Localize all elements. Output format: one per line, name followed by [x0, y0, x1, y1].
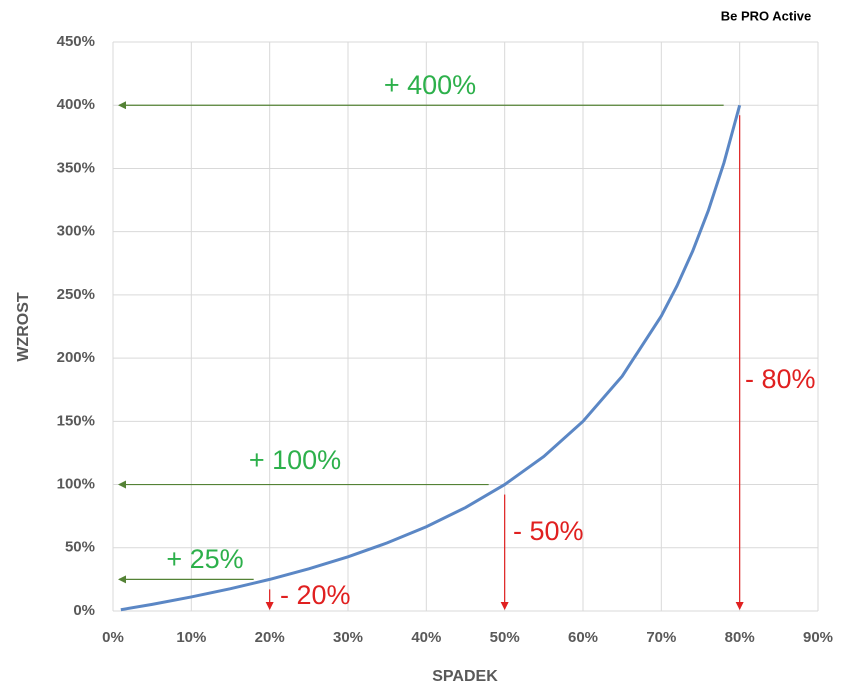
gain-label: + 100% — [249, 445, 341, 475]
loss-label: - 50% — [513, 516, 584, 546]
x-tick-label: 40% — [411, 629, 441, 646]
gain-label: + 25% — [166, 544, 243, 574]
y-tick-label: 150% — [57, 412, 95, 429]
x-tick-label: 60% — [568, 629, 598, 646]
y-tick-label: 300% — [57, 223, 95, 240]
y-tick-label: 100% — [57, 476, 95, 493]
x-tick-label: 0% — [102, 629, 124, 646]
x-tick-label: 50% — [490, 629, 520, 646]
x-tick-label: 90% — [803, 629, 833, 646]
loss-label: - 80% — [745, 364, 816, 394]
y-tick-label: 250% — [57, 286, 95, 303]
x-tick-label: 80% — [725, 629, 755, 646]
y-tick-label: 400% — [57, 96, 95, 113]
y-axis-title: WZROST — [15, 292, 32, 362]
y-tick-label: 200% — [57, 349, 95, 366]
x-tick-label: 70% — [646, 629, 676, 646]
x-axis-title: SPADEK — [432, 668, 498, 685]
y-tick-label: 50% — [65, 539, 95, 556]
x-tick-label: 20% — [255, 629, 285, 646]
gain-label: + 400% — [384, 70, 476, 100]
x-tick-label: 30% — [333, 629, 363, 646]
data-line — [120, 104, 742, 612]
loss-label: - 20% — [280, 580, 351, 610]
x-tick-label: 10% — [176, 629, 206, 646]
y-tick-label: 350% — [57, 159, 95, 176]
y-tick-label: 450% — [57, 33, 95, 50]
y-tick-label: 0% — [73, 602, 95, 619]
chart-title: Be PRO Active — [721, 8, 812, 23]
